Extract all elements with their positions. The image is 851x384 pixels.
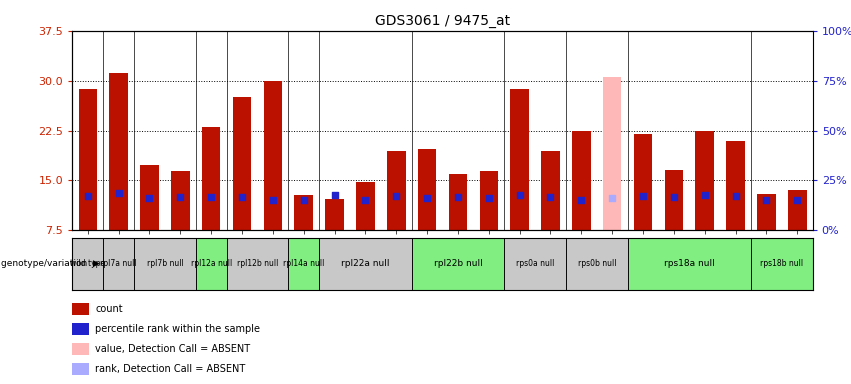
Point xyxy=(420,195,434,202)
Bar xyxy=(109,73,128,230)
Bar xyxy=(134,238,196,290)
Text: value, Detection Call = ABSENT: value, Detection Call = ABSENT xyxy=(95,344,250,354)
Point xyxy=(482,195,495,202)
Bar xyxy=(232,97,251,230)
Bar xyxy=(325,199,344,230)
Bar xyxy=(264,81,282,230)
Point xyxy=(266,197,280,204)
Bar xyxy=(603,77,621,230)
Bar xyxy=(757,194,775,230)
Text: rpl7a null: rpl7a null xyxy=(100,260,137,268)
Bar xyxy=(479,171,498,230)
Point xyxy=(204,194,218,200)
Bar xyxy=(665,170,683,230)
Point xyxy=(513,192,527,199)
Text: rpl12a null: rpl12a null xyxy=(191,260,231,268)
Bar xyxy=(319,238,412,290)
Bar xyxy=(356,182,374,230)
Point xyxy=(698,192,711,199)
Text: wild type: wild type xyxy=(70,260,106,268)
Point xyxy=(174,194,187,200)
Point xyxy=(328,192,341,199)
Bar xyxy=(140,165,158,230)
Bar xyxy=(412,238,504,290)
Bar xyxy=(72,238,103,290)
Point xyxy=(297,197,311,204)
Text: rank, Detection Call = ABSENT: rank, Detection Call = ABSENT xyxy=(95,364,246,374)
Bar xyxy=(634,134,652,230)
Bar xyxy=(418,149,437,230)
Text: rpl22b null: rpl22b null xyxy=(433,260,483,268)
Point xyxy=(605,195,619,202)
Bar xyxy=(387,151,405,230)
Text: rpl7b null: rpl7b null xyxy=(146,260,183,268)
Bar xyxy=(627,238,751,290)
Point xyxy=(544,194,557,200)
Text: genotype/variation  ▶: genotype/variation ▶ xyxy=(1,260,100,268)
Point xyxy=(390,194,403,200)
Bar xyxy=(726,141,745,230)
Bar xyxy=(448,174,467,230)
Point xyxy=(451,194,465,200)
Point xyxy=(667,194,681,200)
Point xyxy=(760,197,774,204)
Text: percentile rank within the sample: percentile rank within the sample xyxy=(95,324,260,334)
Bar xyxy=(294,195,313,230)
Bar xyxy=(788,190,807,230)
Bar xyxy=(511,89,528,230)
Text: rpl22a null: rpl22a null xyxy=(341,260,390,268)
Point xyxy=(111,190,125,197)
Text: rpl14a null: rpl14a null xyxy=(283,260,324,268)
Bar xyxy=(202,127,220,230)
Bar xyxy=(103,238,134,290)
Point xyxy=(728,194,742,200)
Title: GDS3061 / 9475_at: GDS3061 / 9475_at xyxy=(375,14,510,28)
Text: count: count xyxy=(95,304,123,314)
Bar xyxy=(196,238,226,290)
Point xyxy=(791,197,804,204)
Bar xyxy=(288,238,319,290)
Bar xyxy=(566,238,627,290)
Bar xyxy=(751,238,813,290)
Text: rps18b null: rps18b null xyxy=(760,260,803,268)
Bar xyxy=(695,131,714,230)
Bar xyxy=(541,151,560,230)
Bar xyxy=(572,131,591,230)
Text: rps0b null: rps0b null xyxy=(578,260,616,268)
Text: rps18a null: rps18a null xyxy=(664,260,715,268)
Point xyxy=(358,197,372,204)
Point xyxy=(235,194,248,200)
Bar xyxy=(78,89,97,230)
Point xyxy=(143,195,157,202)
Bar xyxy=(226,238,288,290)
Text: rpl12b null: rpl12b null xyxy=(237,260,278,268)
Point xyxy=(637,194,650,200)
Bar xyxy=(504,238,566,290)
Point xyxy=(81,194,94,200)
Bar xyxy=(171,171,190,230)
Point xyxy=(574,197,588,204)
Text: rps0a null: rps0a null xyxy=(516,260,554,268)
